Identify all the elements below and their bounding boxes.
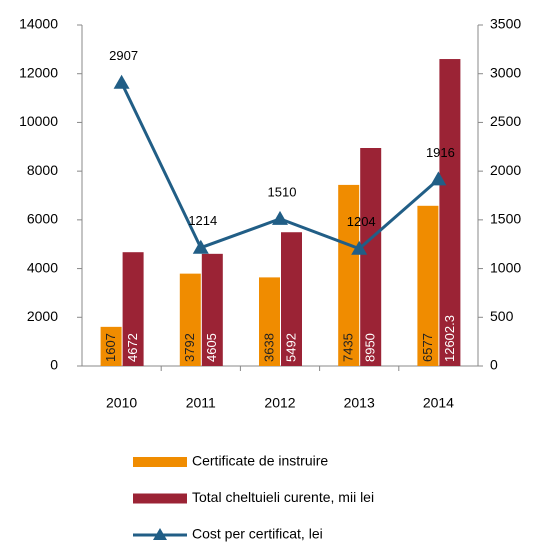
bar xyxy=(179,273,201,366)
data-label: 12602.3 xyxy=(442,315,457,362)
bar xyxy=(439,59,461,367)
x-tick-label: 2013 xyxy=(344,395,375,411)
marker xyxy=(272,210,288,225)
data-label: 2907 xyxy=(109,48,138,63)
data-label: 4605 xyxy=(204,333,219,362)
y2-tick-label: 1000 xyxy=(490,259,521,275)
bar xyxy=(360,148,382,366)
data-label: 1916 xyxy=(426,145,455,160)
legend-swatch xyxy=(133,457,187,467)
y-tick-label: 0 xyxy=(50,357,58,373)
data-label: 1510 xyxy=(268,184,297,199)
y2-tick-label: 500 xyxy=(490,308,514,324)
data-label: 1607 xyxy=(103,333,118,362)
marker xyxy=(113,74,130,89)
bar xyxy=(122,252,144,366)
y2-tick-label: 2500 xyxy=(490,113,521,129)
data-label: 1204 xyxy=(347,214,376,229)
x-tick-label: 2014 xyxy=(423,395,454,411)
y-tick-label: 8000 xyxy=(27,162,58,178)
data-label: 5492 xyxy=(283,333,298,362)
marker xyxy=(192,239,209,254)
bar xyxy=(100,326,122,366)
marker xyxy=(351,240,368,255)
marker xyxy=(430,171,447,186)
data-label: 7435 xyxy=(341,333,356,362)
y-tick-label: 10000 xyxy=(19,113,58,129)
x-tick-label: 2011 xyxy=(186,395,216,411)
bar xyxy=(201,253,223,366)
data-label: 1214 xyxy=(188,213,217,228)
y-tick-label: 2000 xyxy=(27,308,58,324)
y-tick-label: 14000 xyxy=(19,16,58,32)
y-tick-label: 6000 xyxy=(27,211,58,227)
data-label: 8950 xyxy=(363,333,378,362)
y2-tick-label: 2000 xyxy=(490,162,521,178)
y2-tick-label: 3500 xyxy=(490,16,521,32)
legend-swatch xyxy=(133,493,187,504)
y2-tick-label: 3000 xyxy=(490,64,521,80)
bar xyxy=(281,232,302,366)
x-tick-label: 2012 xyxy=(264,395,295,411)
y-tick-label: 12000 xyxy=(19,64,58,80)
data-label: 3638 xyxy=(261,333,276,362)
bar xyxy=(338,184,360,366)
data-label: 4672 xyxy=(125,333,140,362)
legend-label: Total cheltuieli curente, mii lei xyxy=(192,489,374,505)
y2-tick-label: 0 xyxy=(490,357,498,373)
bar xyxy=(417,205,439,366)
legend-label: Cost per certificat, lei xyxy=(192,526,323,542)
y-tick-label: 4000 xyxy=(27,259,58,275)
data-label: 6577 xyxy=(420,333,435,362)
legend-marker xyxy=(153,528,167,540)
x-tick-label: 2010 xyxy=(106,395,137,411)
y2-tick-label: 1500 xyxy=(490,211,521,227)
data-label: 3792 xyxy=(182,333,197,362)
bar xyxy=(259,277,280,366)
legend-label: Certificate de instruire xyxy=(192,453,328,469)
